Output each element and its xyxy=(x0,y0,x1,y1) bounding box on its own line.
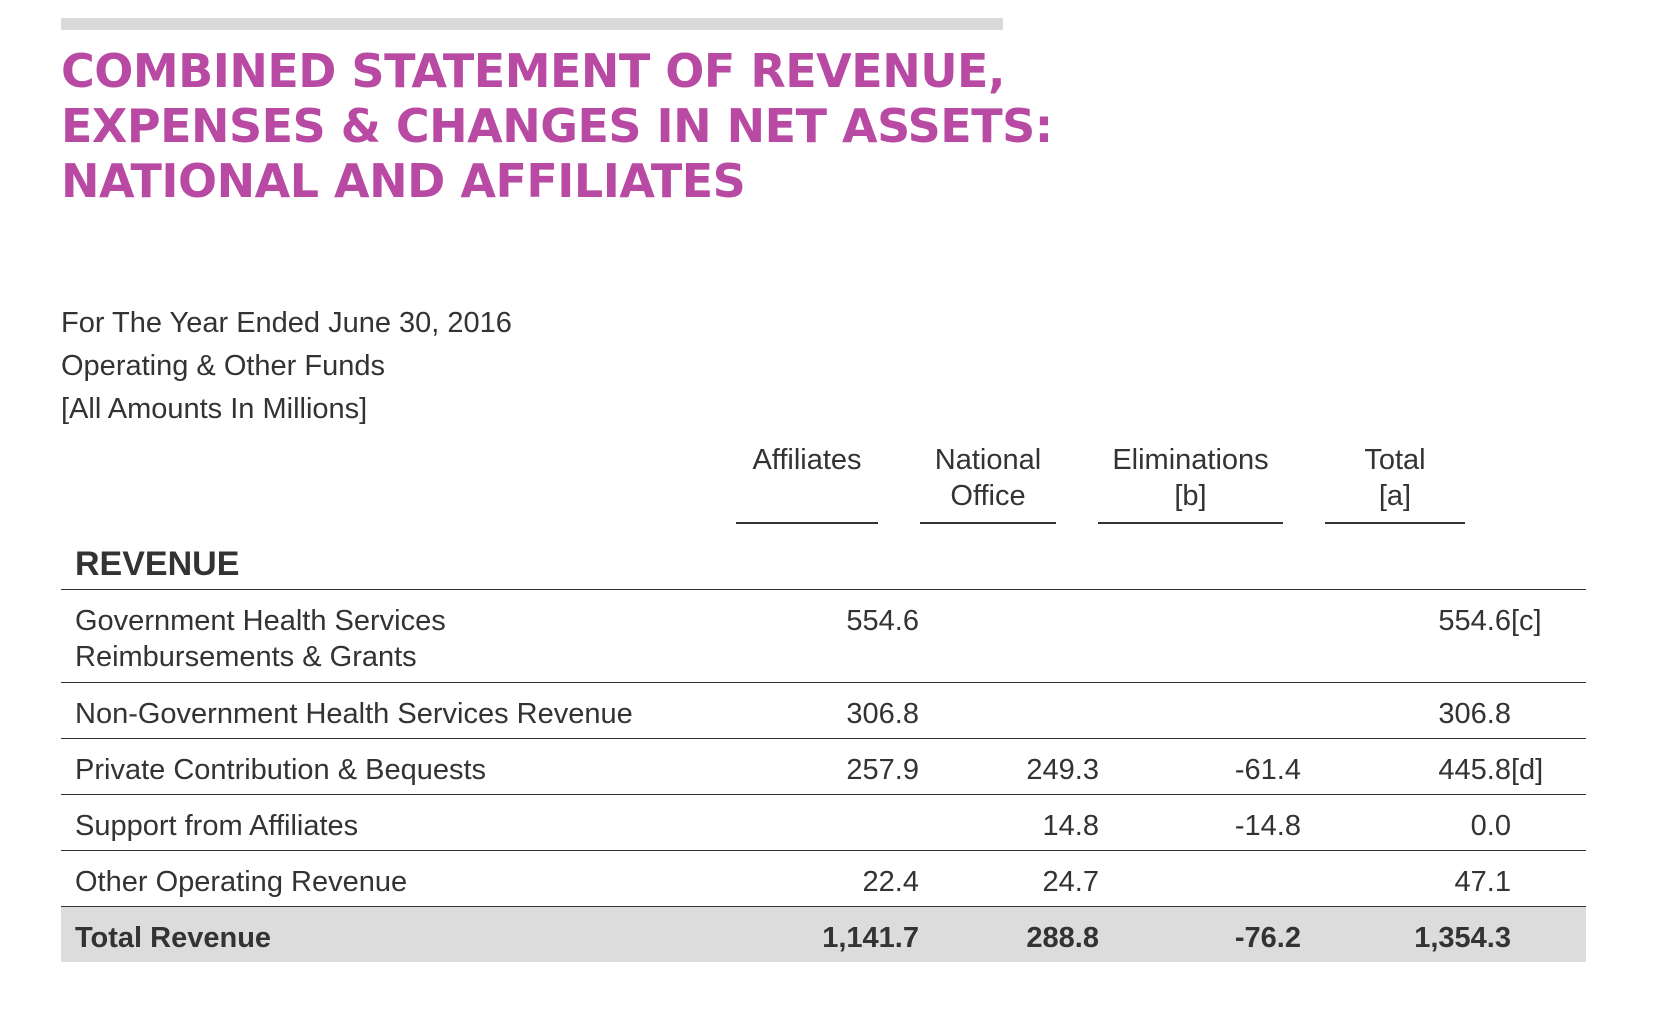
row-label: Private Contribution & Bequests xyxy=(75,754,487,786)
cell-national-office: 24.7 xyxy=(1042,866,1099,898)
revenue-table: Government Health Services Reimbursement… xyxy=(61,589,1586,962)
column-header-total-line1: Total xyxy=(1364,444,1426,476)
total-revenue-row: Total Revenue 1,141.7 288.8 -76.2 1,354.… xyxy=(61,907,1586,962)
cell-footnote: [c] xyxy=(1511,605,1542,637)
table-row: Private Contribution & Bequests 257.9 24… xyxy=(61,739,1586,795)
top-decorative-rule xyxy=(61,18,1003,30)
cell-total: 47.1 xyxy=(1454,866,1511,898)
column-header-affiliates-label: Affiliates xyxy=(752,444,862,476)
cell-eliminations: -14.8 xyxy=(1234,810,1301,842)
subtitle-period: For The Year Ended June 30, 2016 xyxy=(61,307,512,339)
cell-affiliates: 554.6 xyxy=(846,605,919,637)
column-header-total: Total [a] xyxy=(1325,438,1465,524)
total-total: 1,354.3 xyxy=(1414,922,1511,954)
section-title-revenue: REVENUE xyxy=(75,545,240,583)
cell-total: 306.8 xyxy=(1438,698,1511,730)
column-header-affiliates: Affiliates xyxy=(736,438,878,524)
cell-total: 445.8 xyxy=(1438,754,1511,786)
cell-national-office: 249.3 xyxy=(1026,754,1099,786)
column-header-national-line1: National xyxy=(934,444,1042,476)
cell-eliminations: -61.4 xyxy=(1234,754,1301,786)
statement-subtitle: For The Year Ended June 30, 2016 Operati… xyxy=(61,302,512,431)
row-label: Support from Affiliates xyxy=(75,810,359,842)
cell-affiliates: 22.4 xyxy=(862,866,919,898)
column-header-national-line2: Office xyxy=(950,480,1026,512)
total-national-office: 288.8 xyxy=(1026,922,1099,954)
column-header-national-office: National Office xyxy=(920,438,1056,524)
total-row-label: Total Revenue xyxy=(75,922,272,954)
row-label: Government Health Services Reimbursement… xyxy=(75,603,446,675)
subtitle-units: [All Amounts In Millions] xyxy=(61,393,368,425)
table-row: Non-Government Health Services Revenue 3… xyxy=(61,683,1586,739)
total-eliminations: -76.2 xyxy=(1234,922,1301,954)
title-line-1: COMBINED STATEMENT OF REVENUE, xyxy=(61,44,1005,98)
row-label: Other Operating Revenue xyxy=(75,866,408,898)
title-line-2: EXPENSES & CHANGES IN NET ASSETS: xyxy=(61,99,1053,153)
row-label-line1: Government Health Services xyxy=(75,605,446,637)
total-affiliates: 1,141.7 xyxy=(822,922,919,954)
title-line-3: NATIONAL AND AFFILIATES xyxy=(61,154,746,208)
row-label: Non-Government Health Services Revenue xyxy=(75,698,633,730)
column-header-total-line2: [a] xyxy=(1378,480,1412,512)
column-header-eliminations: Eliminations [b] xyxy=(1098,438,1283,524)
subtitle-funds: Operating & Other Funds xyxy=(61,350,385,382)
cell-affiliates: 257.9 xyxy=(846,754,919,786)
column-header-eliminations-line2: [b] xyxy=(1174,480,1207,512)
row-label-line2: Reimbursements & Grants xyxy=(75,641,417,673)
cell-national-office: 14.8 xyxy=(1042,810,1099,842)
page-title: COMBINED STATEMENT OF REVENUE, EXPENSES … xyxy=(61,44,1161,209)
table-row: Government Health Services Reimbursement… xyxy=(61,590,1586,683)
cell-total: 554.6 xyxy=(1438,605,1511,637)
table-row: Support from Affiliates 14.8 -14.8 0.0 xyxy=(61,795,1586,851)
column-header-eliminations-line1: Eliminations xyxy=(1112,444,1269,476)
table-row: Other Operating Revenue 22.4 24.7 47.1 xyxy=(61,851,1586,907)
cell-total: 0.0 xyxy=(1470,810,1511,842)
cell-affiliates: 306.8 xyxy=(846,698,919,730)
cell-footnote: [d] xyxy=(1511,754,1544,786)
